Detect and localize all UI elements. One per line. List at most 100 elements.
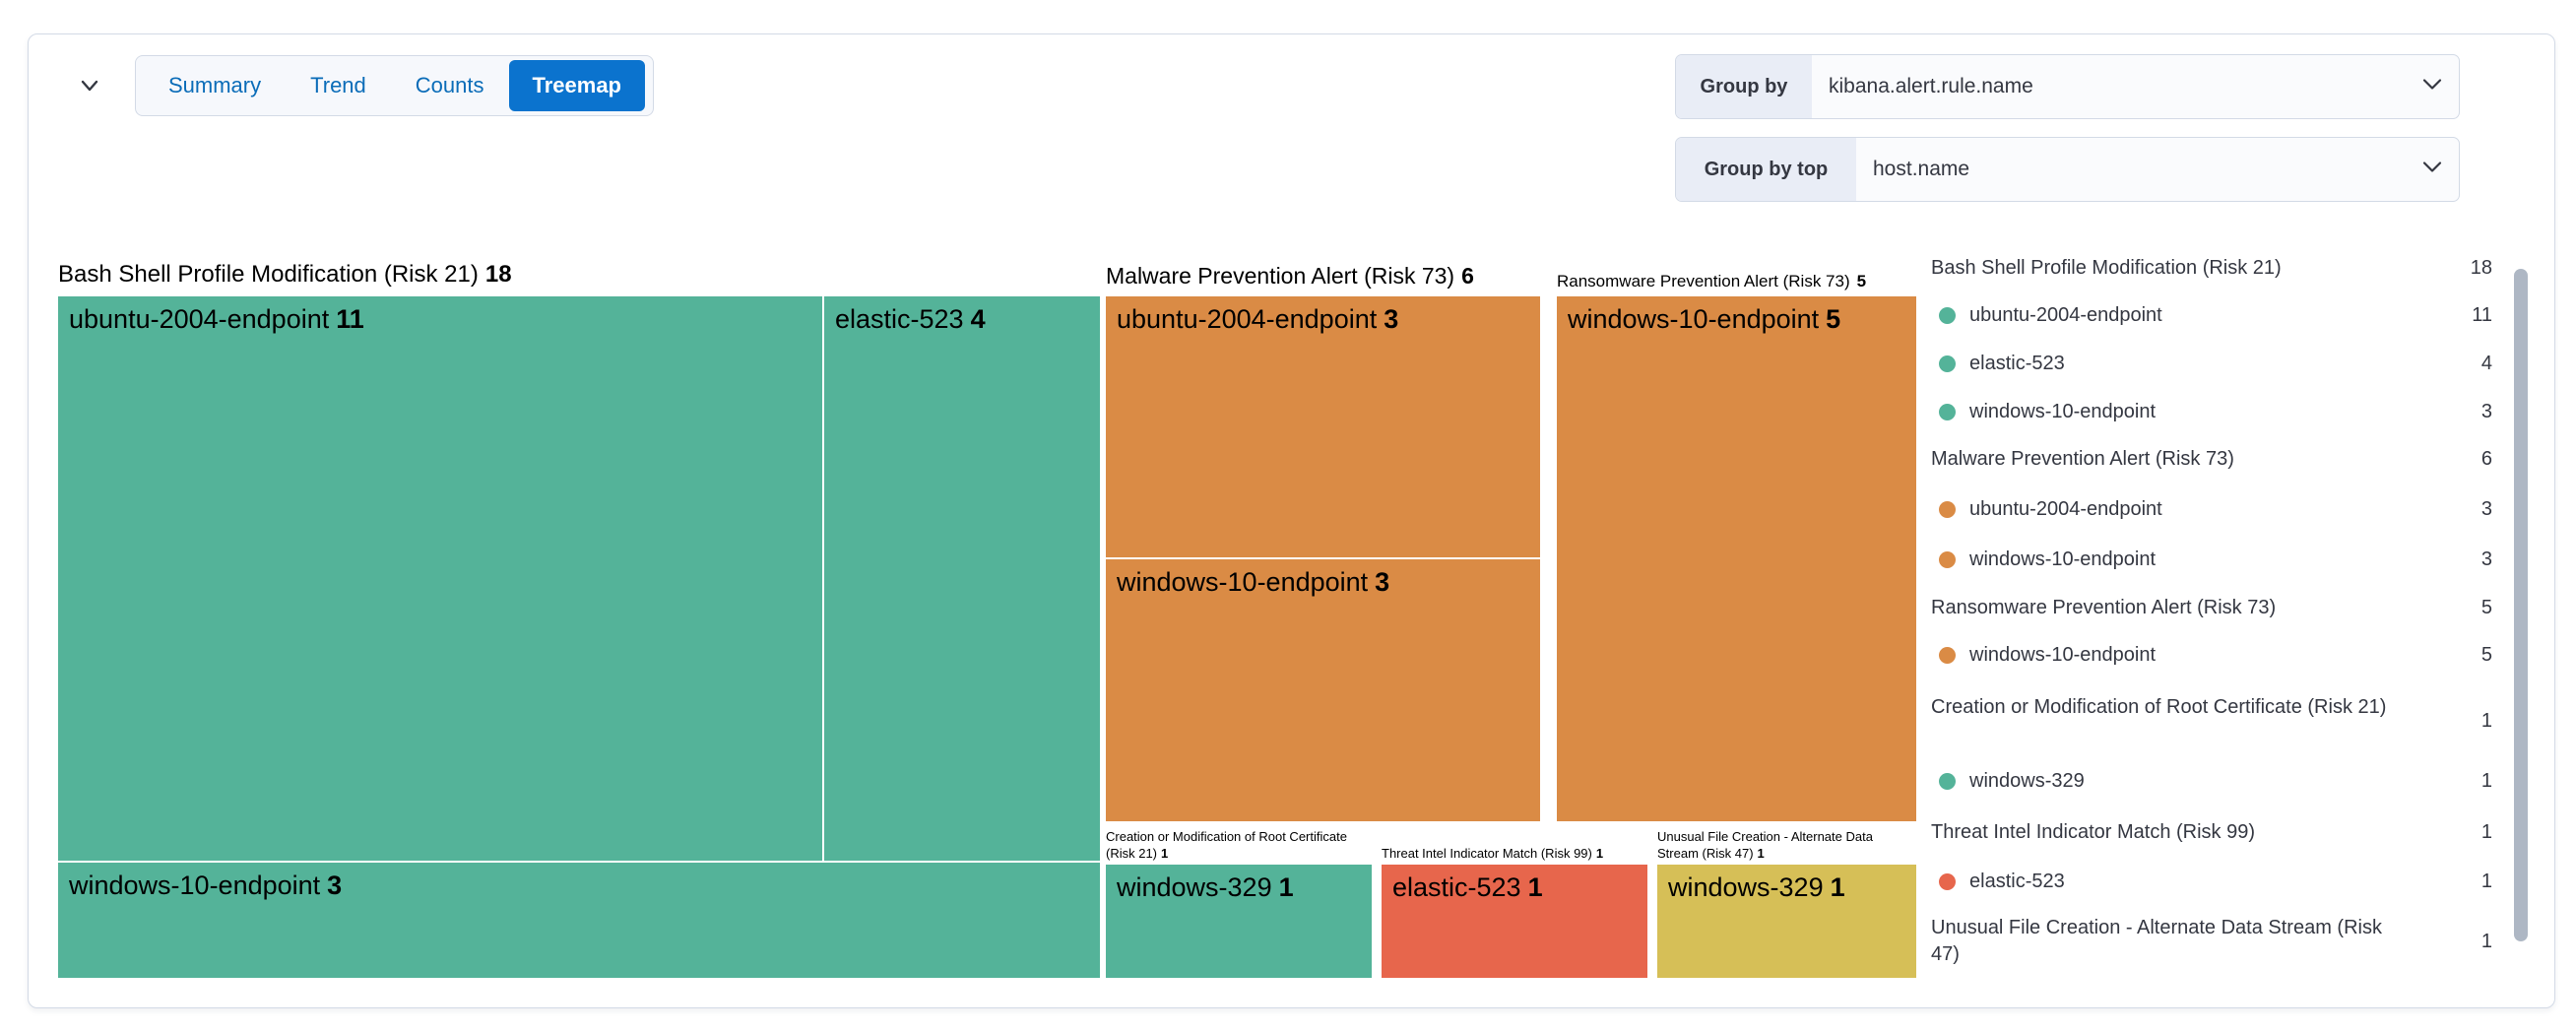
- group-header-label: (Risk 21) 1: [1106, 846, 1169, 861]
- tile-count: 1: [1278, 872, 1294, 902]
- tab-summary[interactable]: Summary: [168, 73, 262, 97]
- legend-label: Unusual File Creation - Alternate Data S…: [1931, 917, 2382, 965]
- tile-label: windows-10-endpoint: [1117, 567, 1369, 597]
- tile-label: windows-329: [1117, 872, 1272, 902]
- tile-label: windows-329: [1668, 872, 1824, 902]
- alerts-panel: Summary Trend Counts Treemap Group by ki…: [28, 33, 2555, 1008]
- legend-label: Threat Intel Indicator Match (Risk 99): [1931, 821, 2256, 843]
- treemap-tile[interactable]: ubuntu-2004-endpoint 11: [58, 296, 822, 861]
- tile-count: 1: [1830, 872, 1845, 902]
- treemap-tile[interactable]: elastic-523 4: [824, 296, 1100, 861]
- tile-count: 1: [1527, 872, 1543, 902]
- legend-label: windows-10-endpoint: [1969, 644, 2157, 666]
- legend-label: Bash Shell Profile Modification (Risk 21…: [1931, 257, 2282, 279]
- legend-dot-icon: [1939, 404, 1956, 420]
- tile-count: 5: [1826, 304, 1841, 334]
- treemap-group-header: Creation or Modification of Root Certifi…: [1106, 828, 1382, 862]
- legend-count: 1: [2480, 821, 2492, 843]
- treemap-tile[interactable]: elastic-523 1: [1382, 865, 1647, 978]
- legend-dot-icon: [1939, 355, 1956, 372]
- treemap-group-header: Ransomware Prevention Alert (Risk 73) 5: [1557, 272, 1866, 291]
- legend-group-row: Unusual File Creation - Alternate Data S…: [1931, 915, 2492, 968]
- legend-dot-icon: [1939, 307, 1956, 324]
- tile-count: 3: [1375, 567, 1390, 597]
- legend-item-row: elastic-523 1: [1931, 869, 2492, 895]
- legend-item-row: windows-10-endpoint 5: [1931, 642, 2492, 669]
- treemap-tile[interactable]: windows-329 1: [1106, 865, 1372, 978]
- group-by-value: kibana.alert.rule.name: [1829, 75, 2033, 97]
- view-selector-button-group: Summary Trend Counts Treemap: [135, 55, 654, 116]
- legend-count: 3: [2480, 401, 2492, 422]
- legend-group-row: Bash Shell Profile Modification (Risk 21…: [1931, 255, 2492, 282]
- group-header-label: Stream (Risk 47) 1: [1657, 846, 1765, 861]
- treemap-tile[interactable]: windows-10-endpoint 3: [1106, 559, 1540, 821]
- legend-label: Ransomware Prevention Alert (Risk 73): [1931, 597, 2277, 618]
- treemap-group-header: Malware Prevention Alert (Risk 73) 6: [1106, 263, 1474, 290]
- legend-count: 1: [2480, 871, 2492, 892]
- treemap-group-header: Threat Intel Indicator Match (Risk 99) 1: [1382, 828, 1657, 862]
- legend-dot-icon: [1939, 873, 1956, 890]
- treemap-tile[interactable]: ubuntu-2004-endpoint 3: [1106, 296, 1540, 557]
- chevron-down-icon: [2421, 78, 2443, 97]
- legend-count: 3: [2480, 548, 2492, 570]
- group-header-label: Bash Shell Profile Modification (Risk 21…: [58, 261, 479, 288]
- tile-label: windows-10-endpoint: [69, 871, 321, 900]
- legend-label: windows-329: [1969, 770, 2085, 792]
- group-header-label: Unusual File Creation - Alternate Data: [1657, 829, 1873, 844]
- treemap-group-header: Unusual File Creation - Alternate Data S…: [1657, 828, 1933, 862]
- legend-dot-icon: [1939, 501, 1956, 518]
- legend-dot-icon: [1939, 551, 1956, 568]
- group-header-label: Threat Intel Indicator Match (Risk 99) 1: [1382, 846, 1604, 861]
- treemap-tile[interactable]: windows-329 1: [1657, 865, 1916, 978]
- legend-item-row: ubuntu-2004-endpoint 3: [1931, 496, 2492, 523]
- tile-label: ubuntu-2004-endpoint: [69, 304, 330, 334]
- group-header-label: Creation or Modification of Root Certifi…: [1106, 829, 1347, 844]
- group-by-label: Group by: [1676, 55, 1812, 118]
- tab-treemap[interactable]: Treemap: [508, 60, 645, 111]
- group-by-top-select[interactable]: Group by top host.name: [1675, 137, 2460, 202]
- legend-dot-icon: [1939, 773, 1956, 790]
- tile-label: elastic-523: [1392, 872, 1521, 902]
- legend-count: 4: [2480, 353, 2492, 374]
- legend-count: 1: [2480, 770, 2492, 792]
- group-header-label: Malware Prevention Alert (Risk 73): [1106, 263, 1455, 289]
- group-by-select[interactable]: Group by kibana.alert.rule.name: [1675, 54, 2460, 119]
- legend-count: 1: [2480, 930, 2492, 952]
- legend-label: elastic-523: [1969, 871, 2065, 892]
- legend-count: 11: [2472, 304, 2492, 326]
- treemap-tile[interactable]: windows-10-endpoint 5: [1557, 296, 1916, 821]
- legend-label: Creation or Modification of Root Certifi…: [1931, 696, 2387, 718]
- legend-item-row: elastic-523 4: [1931, 351, 2492, 377]
- legend-count: 3: [2480, 498, 2492, 520]
- group-header-count: 1: [1161, 846, 1169, 861]
- legend-label: Malware Prevention Alert (Risk 73): [1931, 448, 2234, 470]
- legend-label: ubuntu-2004-endpoint: [1969, 498, 2162, 520]
- legend-label: ubuntu-2004-endpoint: [1969, 304, 2162, 326]
- tile-count: 4: [970, 304, 986, 334]
- tab-counts[interactable]: Counts: [415, 73, 484, 97]
- chevron-down-icon: [77, 73, 102, 101]
- group-header-label: Ransomware Prevention Alert (Risk 73): [1557, 272, 1850, 290]
- group-by-top-label: Group by top: [1676, 138, 1856, 201]
- tile-count: 3: [327, 871, 343, 900]
- legend-dot-icon: [1939, 647, 1956, 664]
- treemap-tile[interactable]: windows-10-endpoint 3: [58, 863, 1100, 978]
- chevron-down-icon: [2421, 161, 2443, 179]
- tab-trend[interactable]: Trend: [310, 73, 366, 97]
- group-header-count: 5: [1856, 272, 1867, 290]
- group-header-count: 18: [484, 261, 512, 288]
- legend-group-row: Malware Prevention Alert (Risk 73) 6: [1931, 446, 2492, 473]
- legend-count: 6: [2480, 448, 2492, 470]
- tile-label: windows-10-endpoint: [1568, 304, 1820, 334]
- group-header-count: 1: [1595, 846, 1604, 861]
- treemap-group-header: Bash Shell Profile Modification (Risk 21…: [58, 261, 512, 289]
- tile-label: ubuntu-2004-endpoint: [1117, 304, 1378, 334]
- group-header-count: 1: [1757, 846, 1765, 861]
- legend-scrollbar[interactable]: [2514, 269, 2528, 941]
- tile-label: elastic-523: [835, 304, 964, 334]
- legend-item-row: windows-10-endpoint 3: [1931, 547, 2492, 573]
- legend-label: elastic-523: [1969, 353, 2065, 374]
- tile-count: 3: [1384, 304, 1399, 334]
- collapse-section-button[interactable]: [73, 70, 106, 103]
